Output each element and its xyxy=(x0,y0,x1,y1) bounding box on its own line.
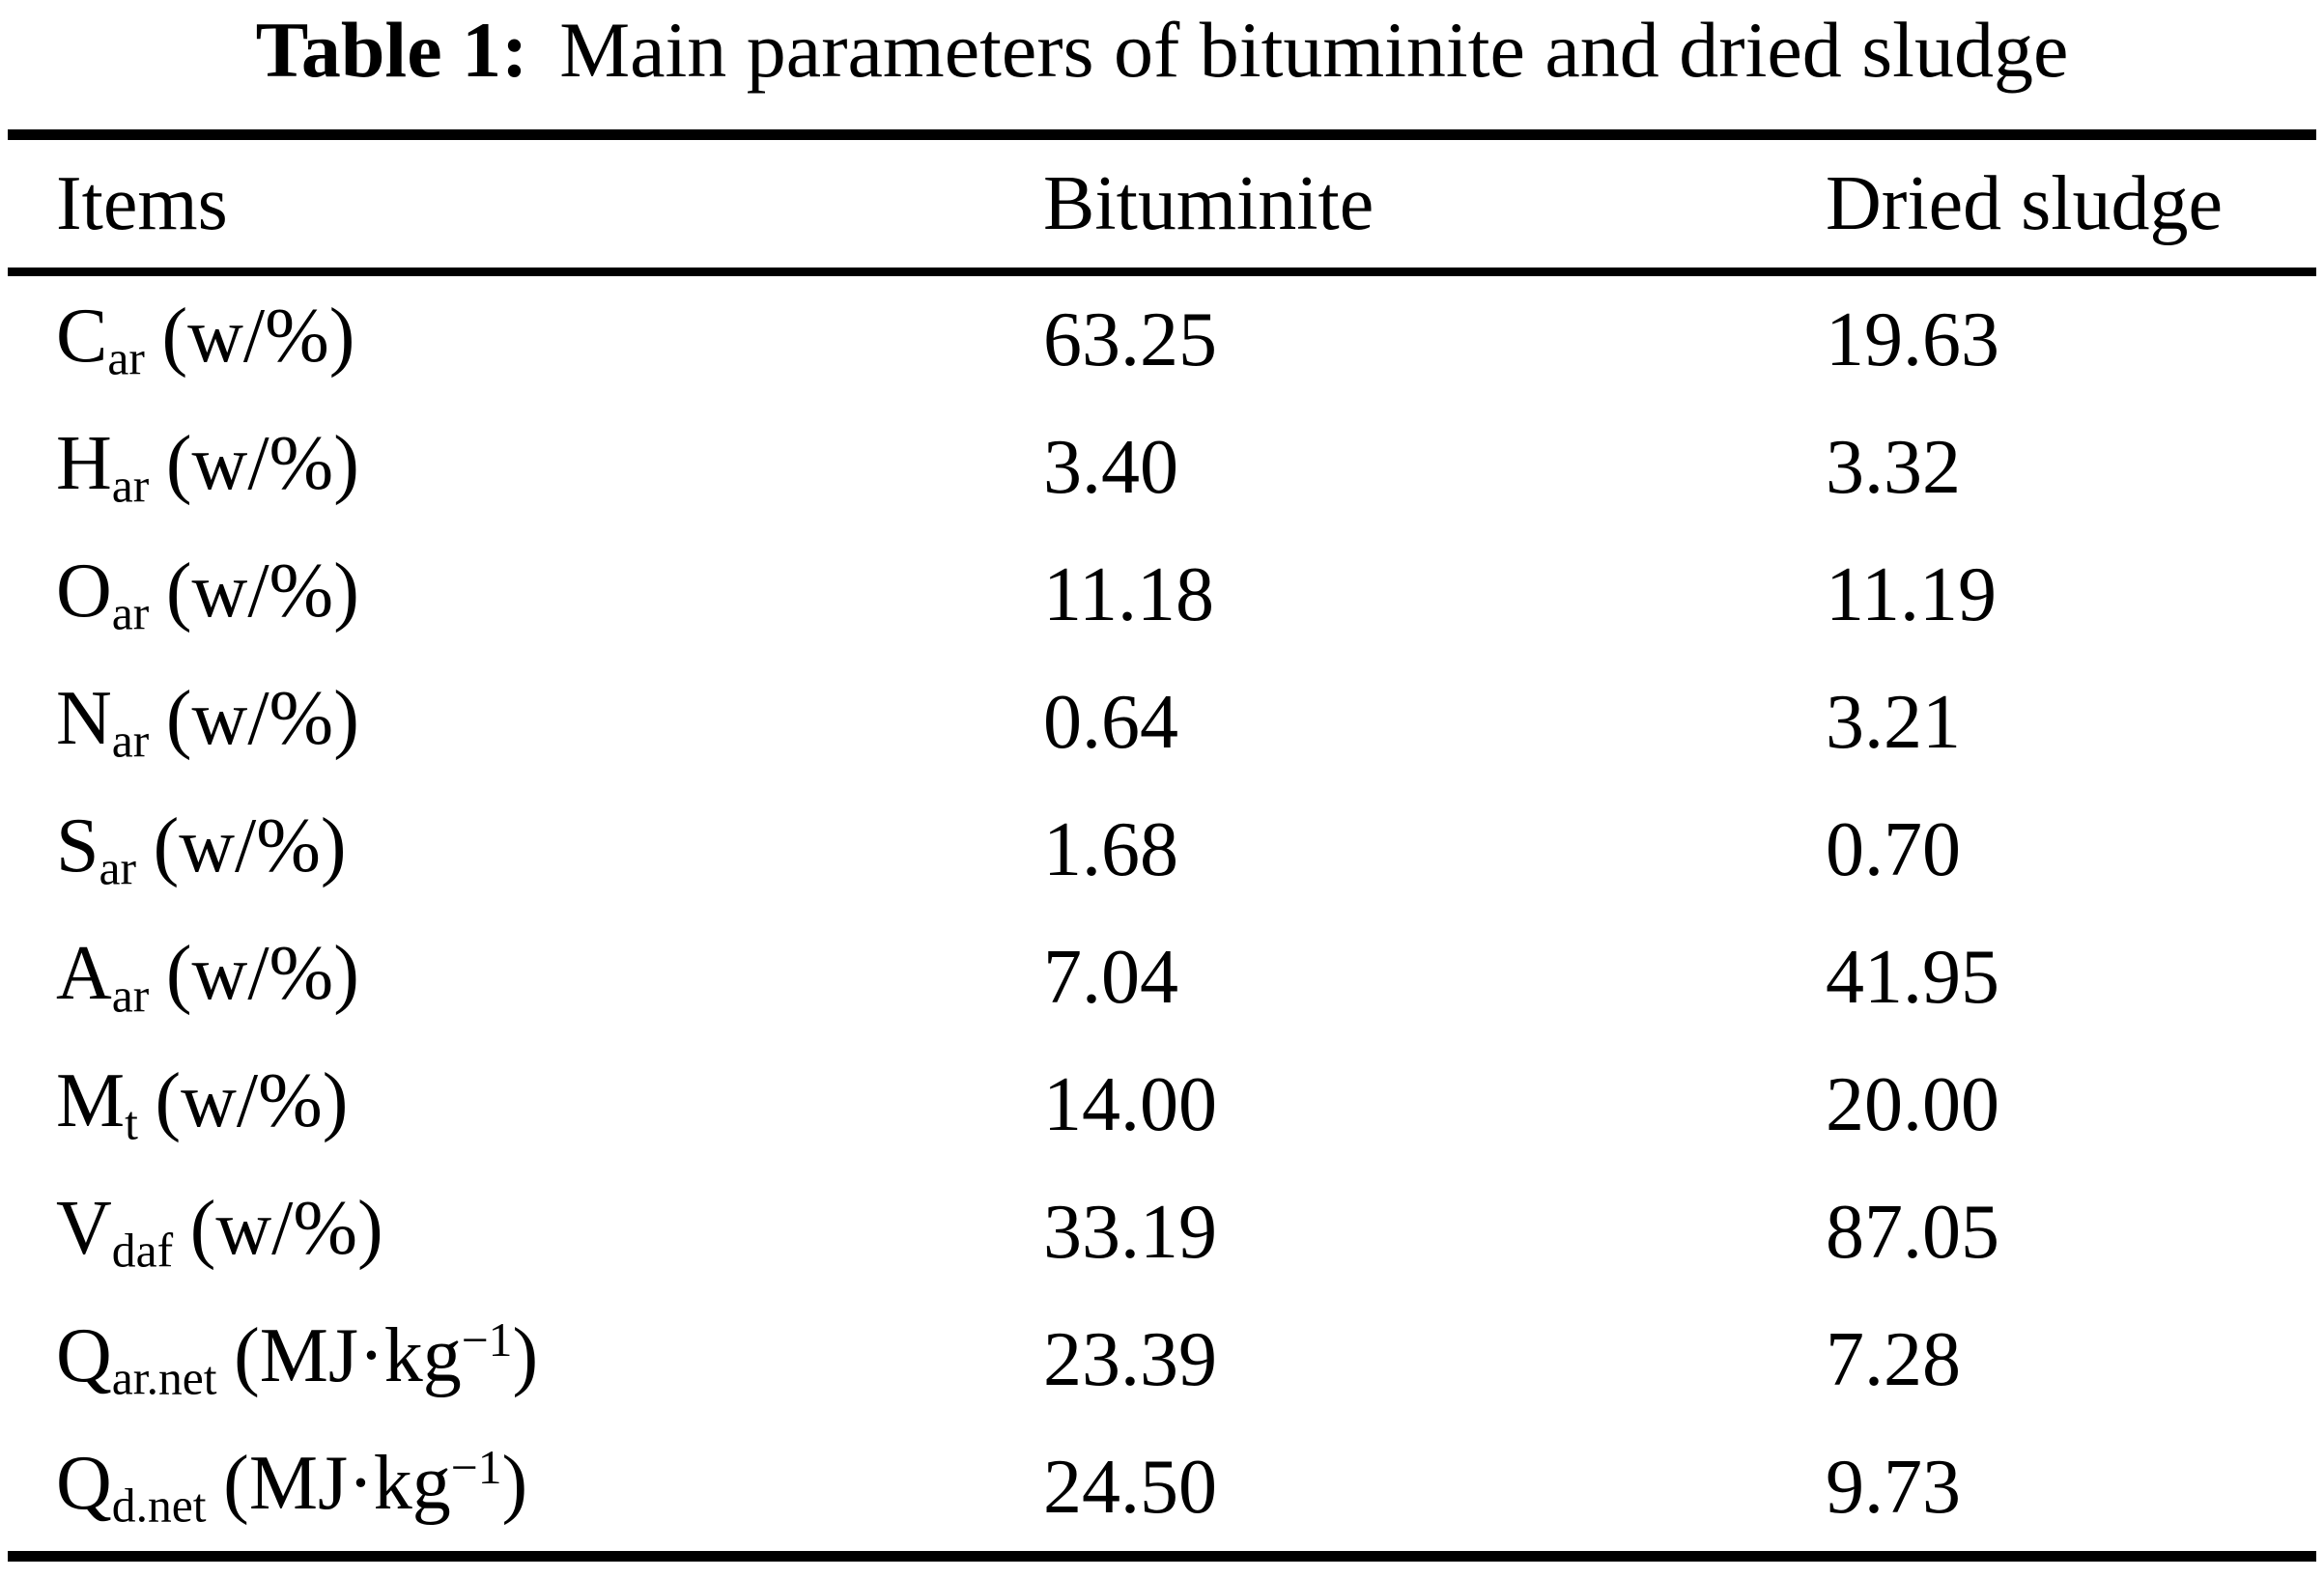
table-row: Qar.net (MJ·kg−1) 23.39 7.28 xyxy=(0,1296,2324,1423)
parameter-unit-exponent: −1 xyxy=(450,1441,502,1495)
parameter-subscript: ar.net xyxy=(111,1351,217,1405)
column-header-items: Items xyxy=(56,160,228,246)
bituminite-value: 1.68 xyxy=(1043,806,1178,892)
table-row: Oar (w/%) 11.18 11.19 xyxy=(0,531,2324,659)
parameter-unit: (w/%) xyxy=(165,675,359,761)
bituminite-value: 11.18 xyxy=(1043,551,1215,637)
row-label: Qd.net (MJ·kg−1) xyxy=(0,1444,1043,1530)
parameter-symbol: A xyxy=(56,930,112,1016)
parameter-symbol: H xyxy=(56,420,112,506)
bituminite-value: 0.64 xyxy=(1043,679,1178,765)
dried-sludge-value: 87.05 xyxy=(1826,1189,1999,1275)
table-row: Nar (w/%) 0.64 3.21 xyxy=(0,659,2324,786)
parameter-symbol: S xyxy=(56,803,99,888)
parameter-unit-close: ) xyxy=(501,1440,528,1526)
row-label: Sar (w/%) xyxy=(0,806,1043,892)
table-caption-text: Main parameters of bituminite and dried … xyxy=(559,6,2069,94)
parameter-subscript: ar xyxy=(111,459,150,513)
parameter-unit: (w/%) xyxy=(165,420,359,506)
table-top-rule xyxy=(8,128,2316,140)
parameter-symbol: Q xyxy=(56,1312,112,1398)
table-row: Vdaf (w/%) 33.19 87.05 xyxy=(0,1169,2324,1296)
table-row: Har (w/%) 3.40 3.32 xyxy=(0,404,2324,531)
dried-sludge-value: 9.73 xyxy=(1826,1444,1961,1530)
parameter-subscript: t xyxy=(125,1096,138,1150)
table-row: Sar (w/%) 1.68 0.70 xyxy=(0,786,2324,914)
dried-sludge-value: 41.95 xyxy=(1826,934,1999,1020)
table-bottom-rule xyxy=(8,1550,2316,1562)
table-row: Aar (w/%) 7.04 41.95 xyxy=(0,914,2324,1041)
parameter-symbol: V xyxy=(56,1185,112,1271)
bituminite-value: 63.25 xyxy=(1043,296,1217,382)
parameter-unit: (w/%) xyxy=(153,803,347,888)
parameter-subscript: daf xyxy=(111,1224,174,1278)
row-label: Har (w/%) xyxy=(0,424,1043,510)
parameter-unit: (MJ·kg xyxy=(234,1312,462,1398)
parameter-symbol: C xyxy=(56,293,108,379)
parameter-symbol: M xyxy=(56,1057,126,1143)
column-header-dried-sludge: Dried sludge xyxy=(1826,160,2224,246)
parameter-unit-close: ) xyxy=(512,1312,539,1398)
parameter-symbol: N xyxy=(56,675,112,761)
table-header-row: Items Bituminite Dried sludge xyxy=(0,140,2324,268)
parameter-unit-exponent: −1 xyxy=(461,1313,513,1367)
parameter-unit: (w/%) xyxy=(189,1185,383,1271)
dried-sludge-value: 0.70 xyxy=(1826,806,1961,892)
bituminite-value: 3.40 xyxy=(1043,424,1178,510)
parameter-symbol: Q xyxy=(56,1440,112,1526)
table-row: Mt (w/%) 14.00 20.00 xyxy=(0,1041,2324,1169)
table-body: Car (w/%) 63.25 19.63 Har (w/%) 3.40 3.32 … xyxy=(0,276,2324,1551)
parameter-unit: (w/%) xyxy=(165,548,359,634)
parameter-unit: (w/%) xyxy=(161,293,355,379)
table-caption: Table 1: Main parameters of bituminite an… xyxy=(0,0,2324,95)
row-label: Qar.net (MJ·kg−1) xyxy=(0,1316,1043,1402)
parameter-unit: (w/%) xyxy=(155,1057,349,1143)
dried-sludge-value: 19.63 xyxy=(1826,296,1999,382)
table-header-rule xyxy=(8,267,2316,276)
row-label: Car (w/%) xyxy=(0,296,1043,382)
table-row: Car (w/%) 63.25 19.63 xyxy=(0,276,2324,404)
dried-sludge-value: 3.32 xyxy=(1826,424,1961,510)
parameter-subscript: d.net xyxy=(111,1479,207,1533)
parameter-subscript: ar xyxy=(107,331,145,385)
dried-sludge-value: 11.19 xyxy=(1826,551,1998,637)
bituminite-value: 14.00 xyxy=(1043,1061,1217,1147)
row-label: Mt (w/%) xyxy=(0,1061,1043,1147)
table-caption-label: Table 1: xyxy=(255,6,528,94)
dried-sludge-value: 3.21 xyxy=(1826,679,1961,765)
parameter-subscript: ar xyxy=(111,714,150,768)
parameters-table: Items Bituminite Dried sludge Car (w/%) 6… xyxy=(0,128,2324,1562)
parameter-subscript: ar xyxy=(111,586,150,640)
row-label: Nar (w/%) xyxy=(0,679,1043,765)
bituminite-value: 33.19 xyxy=(1043,1189,1217,1275)
row-label: Vdaf (w/%) xyxy=(0,1189,1043,1275)
table-row: Qd.net (MJ·kg−1) 24.50 9.73 xyxy=(0,1423,2324,1551)
parameter-subscript: ar xyxy=(111,969,150,1023)
row-label: Aar (w/%) xyxy=(0,934,1043,1020)
parameter-subscript: ar xyxy=(99,841,137,895)
bituminite-value: 23.39 xyxy=(1043,1316,1217,1402)
parameter-unit: (MJ·kg xyxy=(223,1440,451,1526)
dried-sludge-value: 7.28 xyxy=(1826,1316,1961,1402)
dried-sludge-value: 20.00 xyxy=(1826,1061,1999,1147)
bituminite-value: 24.50 xyxy=(1043,1444,1217,1530)
column-header-bituminite: Bituminite xyxy=(1043,160,1375,246)
parameter-unit: (w/%) xyxy=(165,930,359,1016)
bituminite-value: 7.04 xyxy=(1043,934,1178,1020)
parameter-symbol: O xyxy=(56,548,112,634)
row-label: Oar (w/%) xyxy=(0,551,1043,637)
